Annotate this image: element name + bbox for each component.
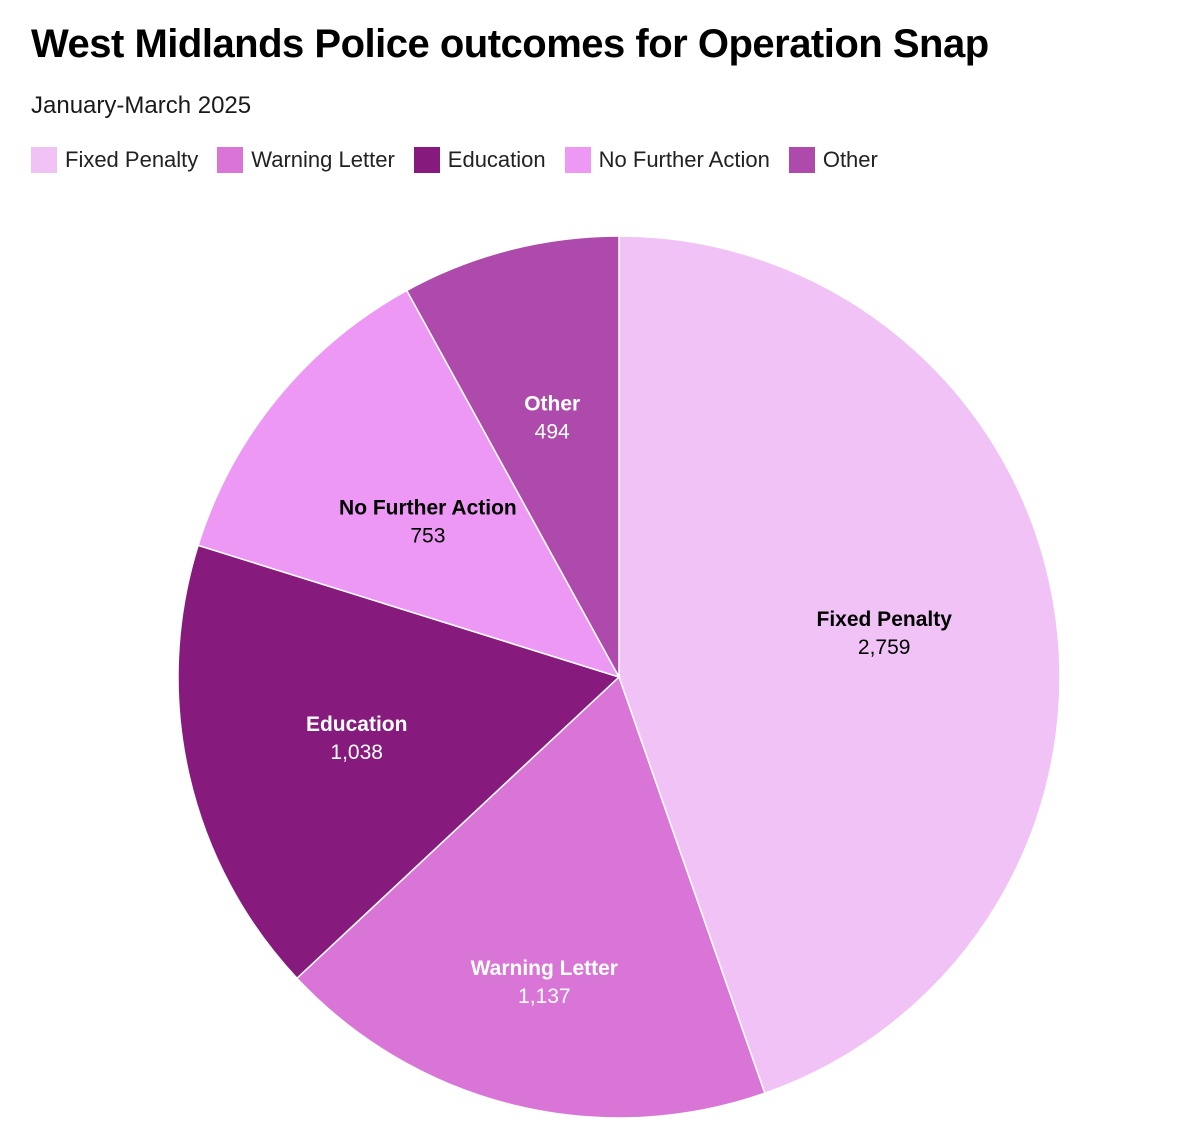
pie-slice-education — [177, 544, 621, 980]
slice-value-other: 494 — [535, 420, 570, 443]
legend-item-education: Education — [413, 147, 546, 173]
legend-label-fixed-penalty: Fixed Penalty — [65, 147, 199, 172]
slice-value-education: 1,038 — [330, 741, 383, 764]
slice-value-warning-letter: 1,137 — [518, 985, 571, 1008]
legend-label-education: Education — [447, 147, 546, 172]
legend-label-other: Other — [822, 147, 878, 172]
legend-swatch-other — [788, 147, 815, 173]
slice-label-education: Education — [306, 713, 408, 736]
legend-item-no-further-action: No Further Action — [564, 147, 770, 173]
slice-label-warning-letter: Warning Letter — [471, 957, 618, 980]
legend-label-no-further-action: No Further Action — [598, 147, 770, 172]
slice-value-no-further-action: 753 — [410, 525, 445, 548]
pie-slice-fixed-penalty — [618, 235, 1061, 1095]
legend-swatch-education — [413, 147, 440, 173]
legend-item-other: Other — [788, 147, 878, 173]
slice-label-fixed-penalty: Fixed Penalty — [817, 608, 953, 631]
legend-label-warning-letter: Warning Letter — [251, 147, 395, 172]
legend-swatch-fixed-penalty — [31, 147, 57, 173]
pie-slice-warning-letter — [295, 675, 766, 1119]
chart-subtitle: January-March 2025 — [31, 92, 252, 119]
slice-label-other: Other — [524, 392, 580, 415]
chart-title: West Midlands Police outcomes for Operat… — [31, 22, 989, 66]
pie-slice-no-further-action — [197, 289, 621, 679]
slice-value-fixed-penalty: 2,759 — [858, 636, 911, 659]
slice-label-no-further-action: No Further Action — [339, 497, 517, 520]
legend-swatch-warning-letter — [217, 147, 244, 173]
legend-swatch-no-further-action — [564, 147, 591, 173]
pie-slice-other — [405, 235, 620, 678]
chart-legend: Fixed Penalty Warning Letter Education N… — [31, 144, 897, 176]
legend-item-fixed-penalty: Fixed Penalty — [31, 147, 198, 173]
legend-item-warning-letter: Warning Letter — [217, 147, 395, 173]
